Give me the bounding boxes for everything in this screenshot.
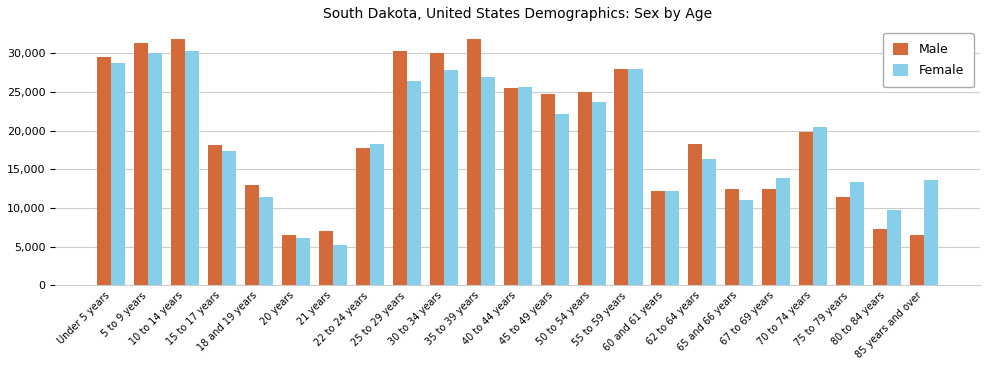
- Bar: [296, 238, 310, 286]
- Bar: [392, 51, 406, 286]
- Bar: [761, 189, 775, 286]
- Bar: [651, 191, 665, 286]
- Bar: [577, 92, 591, 286]
- Bar: [628, 69, 642, 286]
- Bar: [134, 43, 148, 286]
- Bar: [444, 70, 458, 286]
- Bar: [614, 69, 628, 286]
- Bar: [356, 148, 370, 286]
- Legend: Male, Female: Male, Female: [882, 33, 973, 87]
- Bar: [318, 231, 332, 286]
- Bar: [503, 88, 517, 286]
- Bar: [222, 151, 236, 286]
- Bar: [466, 39, 480, 286]
- Bar: [171, 39, 185, 286]
- Bar: [332, 245, 347, 286]
- Bar: [775, 178, 790, 286]
- Bar: [148, 53, 162, 286]
- Bar: [923, 180, 937, 286]
- Bar: [812, 127, 826, 286]
- Bar: [429, 52, 444, 286]
- Bar: [111, 63, 125, 286]
- Bar: [687, 144, 702, 286]
- Bar: [835, 197, 849, 286]
- Bar: [259, 197, 273, 286]
- Bar: [208, 145, 222, 286]
- Bar: [245, 185, 259, 286]
- Bar: [370, 144, 384, 286]
- Bar: [799, 132, 812, 286]
- Bar: [849, 182, 864, 286]
- Bar: [909, 235, 923, 286]
- Bar: [98, 57, 111, 286]
- Bar: [665, 191, 678, 286]
- Bar: [185, 51, 199, 286]
- Bar: [517, 87, 531, 286]
- Bar: [282, 235, 296, 286]
- Bar: [591, 102, 605, 286]
- Bar: [554, 114, 568, 286]
- Bar: [480, 77, 494, 286]
- Bar: [886, 210, 900, 286]
- Bar: [873, 229, 886, 286]
- Bar: [540, 94, 554, 286]
- Title: South Dakota, United States Demographics: Sex by Age: South Dakota, United States Demographics…: [322, 7, 712, 21]
- Bar: [702, 159, 716, 286]
- Bar: [725, 189, 739, 286]
- Bar: [739, 200, 752, 286]
- Bar: [406, 81, 420, 286]
